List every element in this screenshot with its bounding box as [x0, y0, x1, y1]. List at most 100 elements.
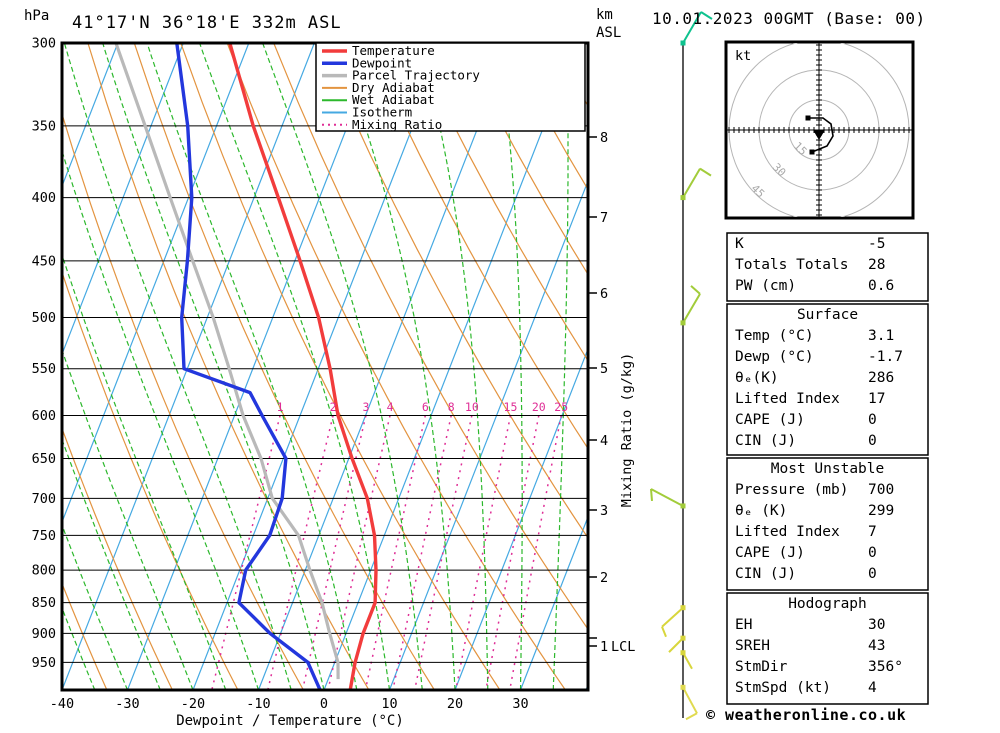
panel-row-value: 286 — [868, 370, 894, 386]
wet-adiabat-line — [63, 43, 292, 690]
wind-barb-tick — [690, 285, 701, 295]
temp-tick-label: -30 — [115, 696, 139, 712]
temp-tick-label: 20 — [447, 696, 463, 712]
wet-adiabat-line — [419, 43, 489, 690]
dewpoint-curve — [175, 43, 322, 690]
km-tick-label: 6 — [600, 286, 608, 302]
wind-barb-tick — [650, 488, 653, 502]
copyright: © weatheronline.co.uk — [706, 706, 907, 724]
mixing-ratio-value-label: 2 — [330, 400, 337, 414]
wind-barb-tick — [685, 712, 698, 721]
panel-row-value: -5 — [868, 236, 885, 252]
mixing-ratio-value-label: 4 — [387, 400, 394, 414]
panel-row-value: 700 — [868, 482, 894, 498]
mixing-ratio-line — [509, 415, 562, 690]
wind-barb — [682, 11, 702, 44]
km-tick-label: 3 — [600, 503, 608, 519]
mixing-ratio-line — [413, 415, 473, 690]
panel-row-label: θₑ (K) — [735, 503, 787, 519]
wind-barb-dot — [680, 684, 686, 690]
wind-barb-dot — [680, 320, 686, 326]
pressure-unit-label: hPa — [24, 8, 49, 24]
mixing-ratio-labels: 1 2 3 4 6 8 10 15 20 25 — [277, 400, 569, 414]
wet-adiabat-line — [62, 523, 129, 690]
wet-adiabat-line — [62, 253, 227, 690]
pressure-tick-label: 450 — [32, 253, 56, 269]
panel-box — [726, 457, 929, 591]
wind-barb-tick — [699, 167, 712, 177]
mixing-ratio-line — [455, 415, 512, 690]
parcel-trajectory-curve — [114, 43, 340, 680]
temp-tick-label: -20 — [181, 696, 205, 712]
panel-row-label: Lifted Index — [735, 524, 840, 540]
isotherm-line — [454, 347, 588, 690]
wet-adiabat-line — [199, 43, 391, 690]
panel-box — [726, 232, 929, 302]
panel-row-label: θₑ(K) — [735, 370, 779, 386]
isotherm-line — [192, 43, 446, 690]
temp-tick-label: -10 — [246, 696, 270, 712]
legend-item-label: Wet Adiabat — [352, 92, 435, 107]
dry-adiabat-line — [62, 426, 173, 690]
legend-item-label: Parcel Trajectory — [352, 68, 480, 83]
asl-unit-label: ASL — [596, 25, 621, 41]
panel-row-label: CAPE (J) — [735, 412, 805, 428]
panel-row-value: 299 — [868, 503, 894, 519]
pressure-tick-label: 300 — [32, 36, 56, 52]
lcl-label: LCL — [611, 639, 635, 655]
panel-row-label: CAPE (J) — [735, 545, 805, 561]
wind-barb — [650, 488, 684, 507]
panel-box — [726, 592, 929, 705]
wind-barb-tick — [700, 11, 713, 20]
panel-title: Surface — [797, 307, 858, 323]
panel-box — [726, 303, 929, 456]
panel-row-value: 0 — [868, 566, 877, 582]
legend-box — [315, 42, 586, 132]
pressure-tick-label: 650 — [32, 451, 56, 467]
mixing-ratio-value-label: 25 — [554, 400, 568, 414]
panel-row-label: CIN (J) — [735, 433, 796, 449]
wet-adiabat-line — [102, 43, 325, 690]
panel-row-value: 30 — [868, 617, 885, 633]
panel-row-label: SREH — [735, 638, 770, 654]
panel-row-value: 28 — [868, 257, 885, 273]
panel-row-value: 356° — [868, 659, 903, 675]
dry-adiabat-line — [62, 581, 108, 690]
pressure-tick-label: 400 — [32, 190, 56, 206]
dry-adiabat-line — [273, 43, 588, 631]
panel-row-label: EH — [735, 617, 752, 633]
panel-row-label: StmSpd (kt) — [735, 680, 831, 696]
wind-barb-dot — [680, 635, 686, 641]
mixing-ratio-value-label: 20 — [532, 400, 546, 414]
km-tick-label: 2 — [600, 570, 608, 586]
legend-item-label: Dry Adiabat — [352, 80, 435, 95]
panel-row-value: 0.6 — [868, 278, 894, 294]
wind-barb-dot — [680, 195, 686, 201]
wet-adiabat-line — [62, 437, 161, 690]
mixing-ratio-line — [267, 415, 334, 690]
km-unit-label: km — [596, 7, 613, 23]
axis-labels: 3003504004505005506006507007508008509009… — [32, 36, 529, 713]
panel-row-value: 17 — [868, 391, 885, 407]
panel-title: Hodograph — [788, 596, 867, 612]
isotherm-line — [126, 43, 381, 690]
hodograph-unit-label: kt — [735, 48, 751, 64]
mixing-ratio-value-label: 3 — [362, 400, 369, 414]
wind-barb-dot — [680, 650, 686, 656]
hodograph-trace-dot — [805, 115, 811, 121]
wind-barb — [682, 168, 701, 199]
pressure-tick-label: 500 — [32, 310, 56, 326]
wet-adiabat-line — [262, 43, 423, 690]
mixing-ratio-value-label: 15 — [504, 400, 518, 414]
legend-item-label: Dewpoint — [352, 55, 412, 70]
isotherm-line — [257, 43, 512, 690]
mixing-axis-title: Mixing Ratio (g/kg) — [619, 353, 635, 507]
wet-adiabat-line — [62, 348, 194, 690]
wind-barb — [682, 652, 693, 670]
km-tick-label: 5 — [600, 361, 608, 377]
mixing-ratio-line — [327, 415, 391, 690]
mixing-ratio-line — [392, 415, 452, 690]
